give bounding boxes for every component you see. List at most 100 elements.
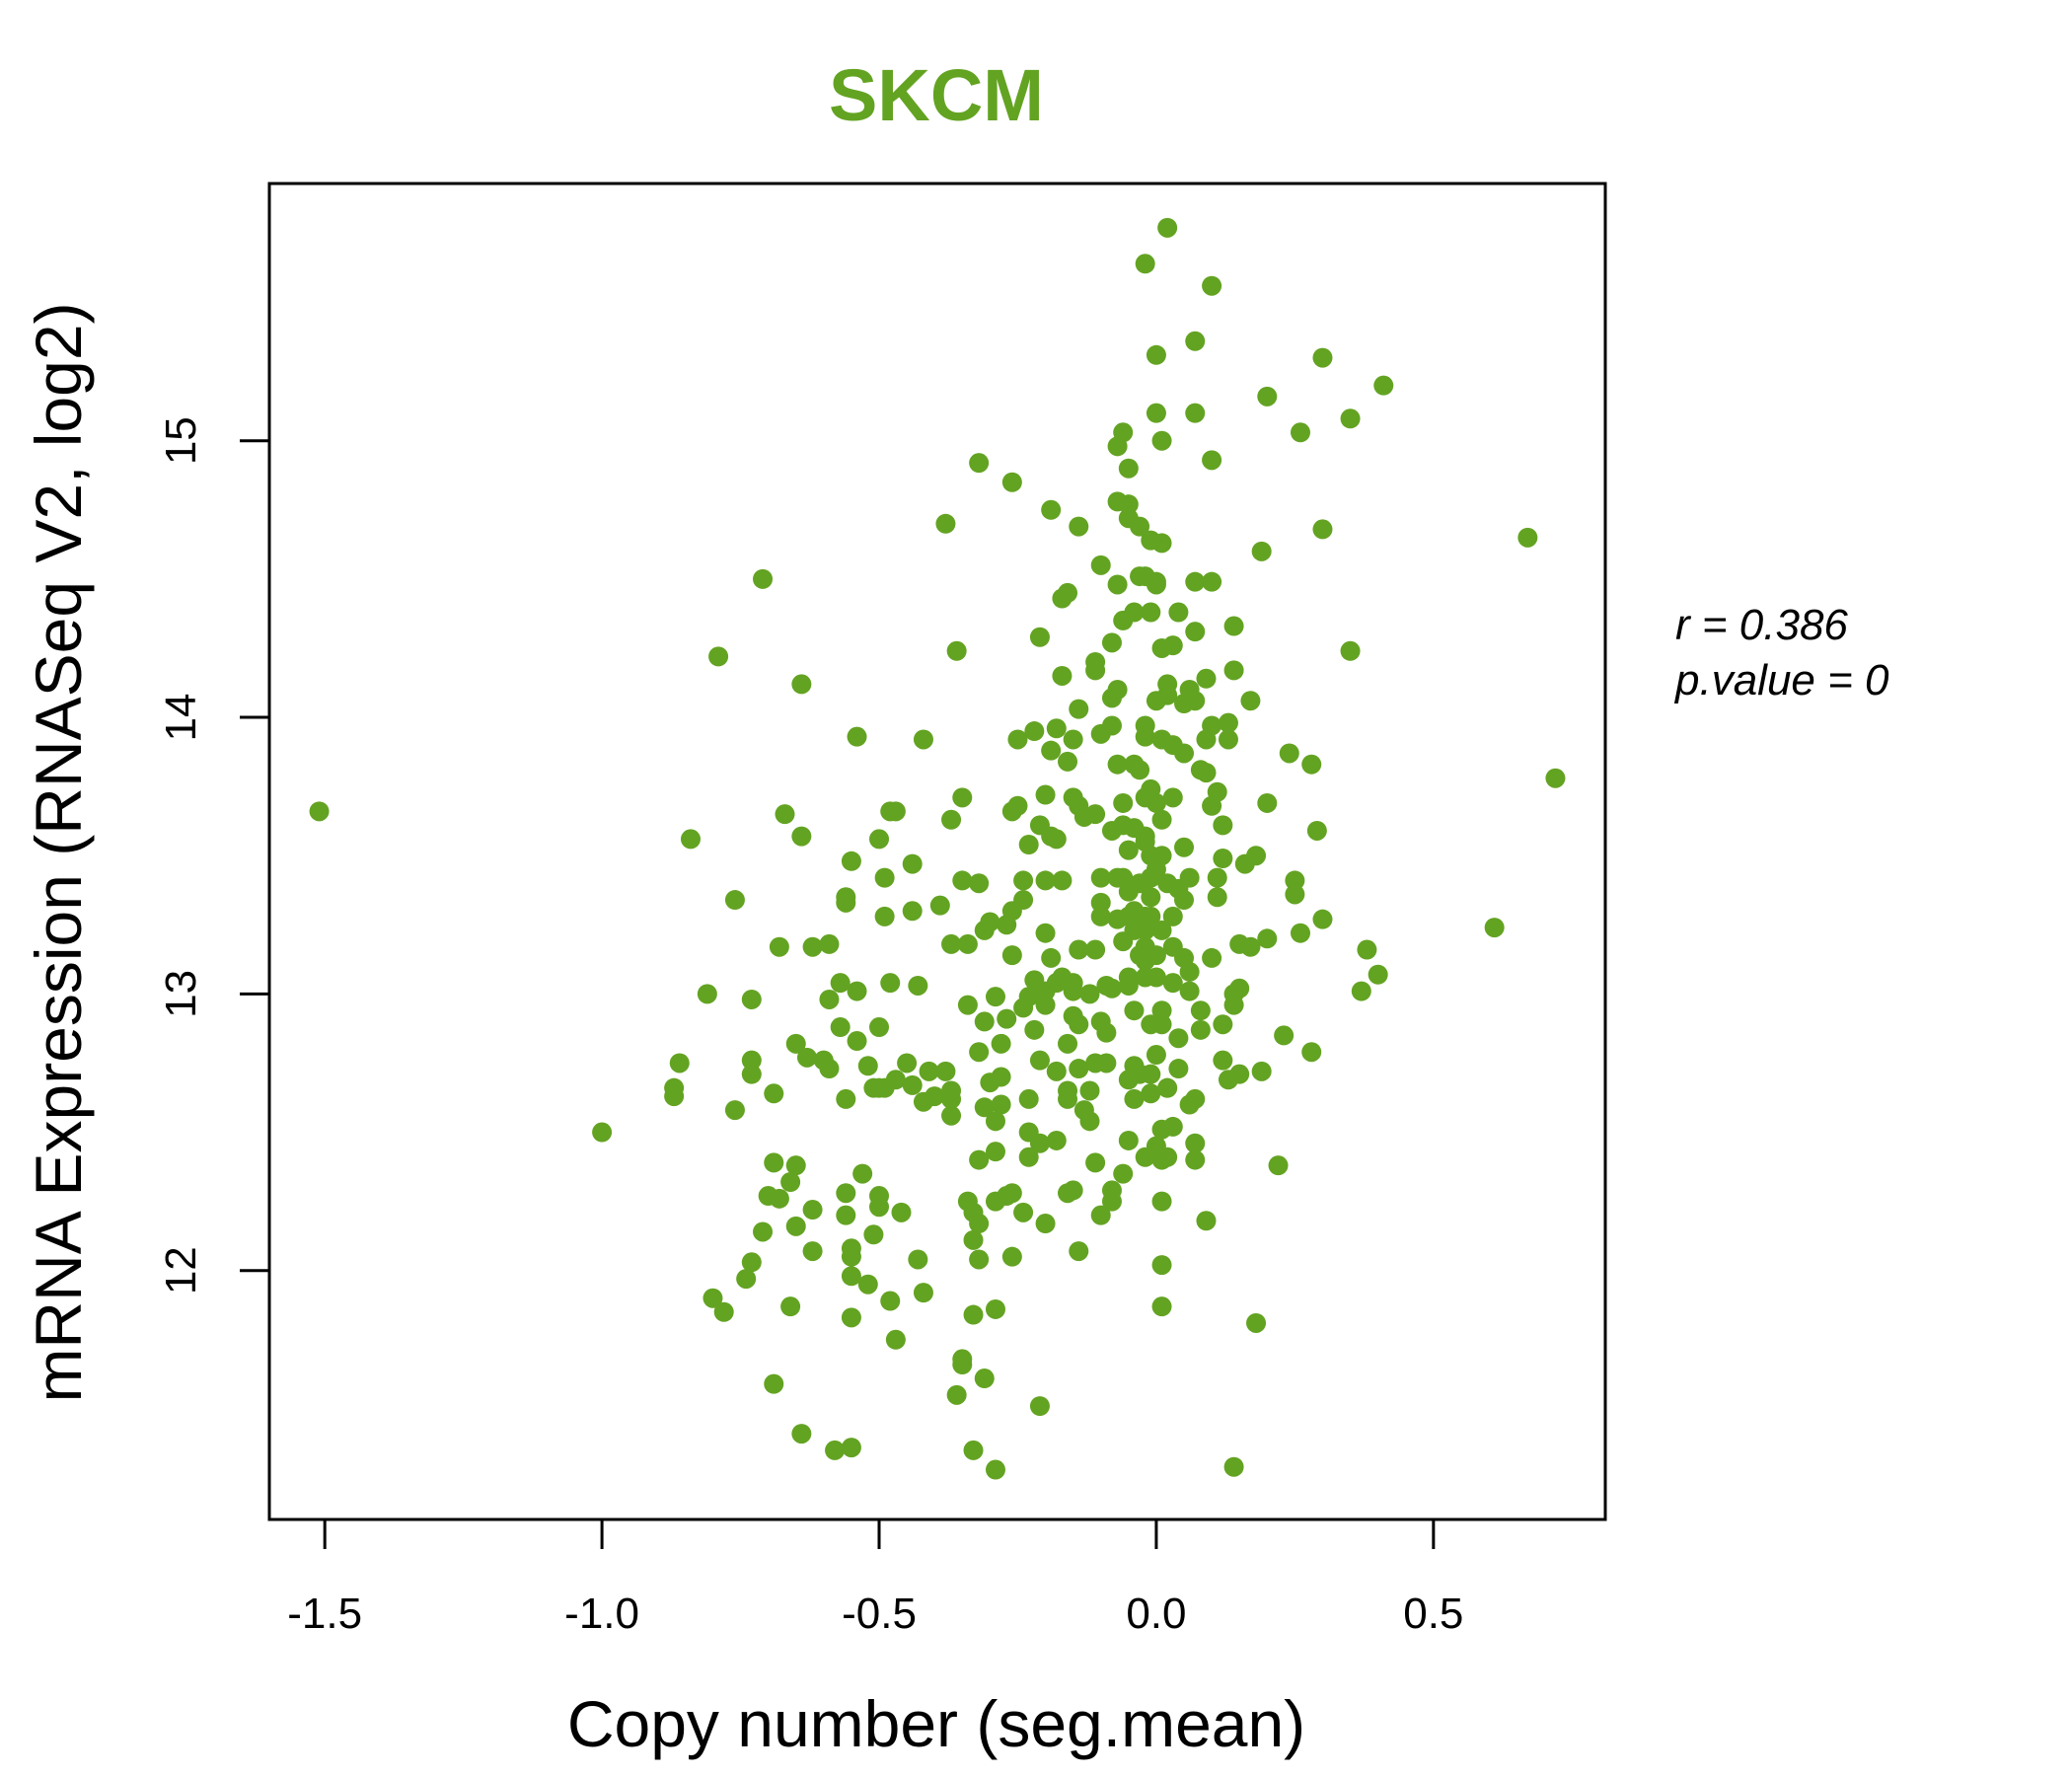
data-point — [724, 890, 745, 911]
data-point — [863, 1224, 884, 1245]
data-point — [1190, 1000, 1211, 1021]
data-point — [1018, 834, 1039, 854]
data-point — [1351, 981, 1371, 1001]
x-tick-label: 0.0 — [1126, 1590, 1186, 1638]
data-point — [897, 1053, 918, 1073]
data-point — [1151, 1149, 1172, 1170]
data-point — [1007, 795, 1028, 816]
data-point — [941, 1105, 962, 1126]
data-point — [1151, 533, 1172, 554]
y-tick-label: 13 — [157, 970, 205, 1018]
data-point — [1202, 715, 1222, 736]
data-point — [1240, 691, 1261, 711]
data-point — [1069, 699, 1089, 719]
data-point — [1484, 918, 1505, 938]
data-point — [1179, 981, 1200, 1001]
data-point — [1279, 743, 1299, 764]
data-point — [874, 867, 895, 888]
data-point — [874, 906, 895, 926]
data-point — [1207, 781, 1227, 802]
x-axis-label: Copy number (seg.mean) — [567, 1687, 1305, 1760]
data-point — [775, 804, 795, 825]
data-point — [1146, 792, 1166, 813]
data-point — [791, 826, 812, 847]
data-point — [841, 1438, 861, 1458]
data-point — [969, 1149, 990, 1170]
data-point — [885, 1329, 906, 1350]
data-point — [1213, 815, 1233, 836]
data-point — [980, 912, 1000, 932]
p-value: p.value = 0 — [1673, 656, 1889, 704]
data-point — [1041, 499, 1062, 520]
data-point — [1041, 947, 1062, 968]
data-point — [1179, 867, 1200, 888]
data-point — [1312, 909, 1333, 929]
data-point — [1357, 939, 1377, 960]
data-point — [969, 873, 990, 894]
data-point — [1257, 386, 1278, 407]
data-point — [1035, 784, 1056, 805]
data-point — [1085, 651, 1106, 672]
data-point — [1151, 1255, 1172, 1276]
data-point — [885, 801, 906, 822]
data-point — [1213, 1050, 1233, 1071]
data-point — [802, 1241, 823, 1262]
data-point — [1130, 760, 1150, 780]
data-point — [1113, 1163, 1134, 1184]
data-point — [791, 674, 812, 695]
data-point — [1218, 729, 1238, 750]
data-point — [1251, 1061, 1272, 1081]
data-point — [1118, 1130, 1139, 1150]
data-point — [1179, 961, 1200, 982]
data-point — [1162, 906, 1183, 926]
data-point — [764, 1083, 784, 1104]
data-point — [724, 1100, 745, 1121]
data-point — [857, 1274, 878, 1295]
data-point — [841, 1266, 861, 1287]
data-point — [1141, 602, 1161, 623]
data-point — [1029, 627, 1050, 647]
data-point — [1107, 754, 1128, 775]
data-point — [1202, 947, 1222, 968]
data-point — [785, 1216, 806, 1236]
data-point — [1029, 1133, 1050, 1153]
data-point — [1151, 1000, 1172, 1021]
y-tick-label: 12 — [157, 1246, 205, 1295]
x-tick-label: 0.5 — [1403, 1590, 1463, 1638]
data-point — [592, 1122, 613, 1143]
data-point — [957, 995, 978, 1015]
data-point — [1162, 1116, 1183, 1137]
data-point — [885, 1070, 906, 1090]
data-point — [1185, 571, 1206, 592]
data-point — [1517, 527, 1538, 548]
data-point — [1063, 981, 1083, 1001]
data-point — [1135, 826, 1155, 847]
data-point — [1041, 740, 1062, 761]
data-point — [1052, 870, 1073, 891]
data-point — [952, 1355, 973, 1375]
data-point — [819, 989, 840, 1009]
data-point — [1185, 622, 1206, 642]
data-point — [1151, 920, 1172, 940]
data-point — [1058, 1080, 1078, 1101]
data-point — [908, 975, 928, 996]
data-point — [780, 1296, 801, 1317]
data-point — [1118, 458, 1139, 479]
data-point — [852, 1163, 873, 1184]
data-point — [1018, 987, 1039, 1007]
data-point — [1013, 870, 1034, 891]
data-point — [1079, 1111, 1100, 1132]
data-point — [1090, 906, 1111, 926]
data-point — [1301, 754, 1322, 775]
data-point — [1001, 472, 1022, 492]
data-point — [963, 1440, 984, 1460]
data-point — [1185, 331, 1206, 351]
data-point — [1151, 1014, 1172, 1035]
data-point — [1118, 975, 1139, 996]
data-point — [1290, 923, 1310, 943]
data-point — [1168, 1028, 1189, 1049]
data-point — [841, 851, 861, 871]
data-point — [1146, 574, 1166, 595]
data-point — [1162, 787, 1183, 808]
data-point — [791, 1424, 812, 1444]
